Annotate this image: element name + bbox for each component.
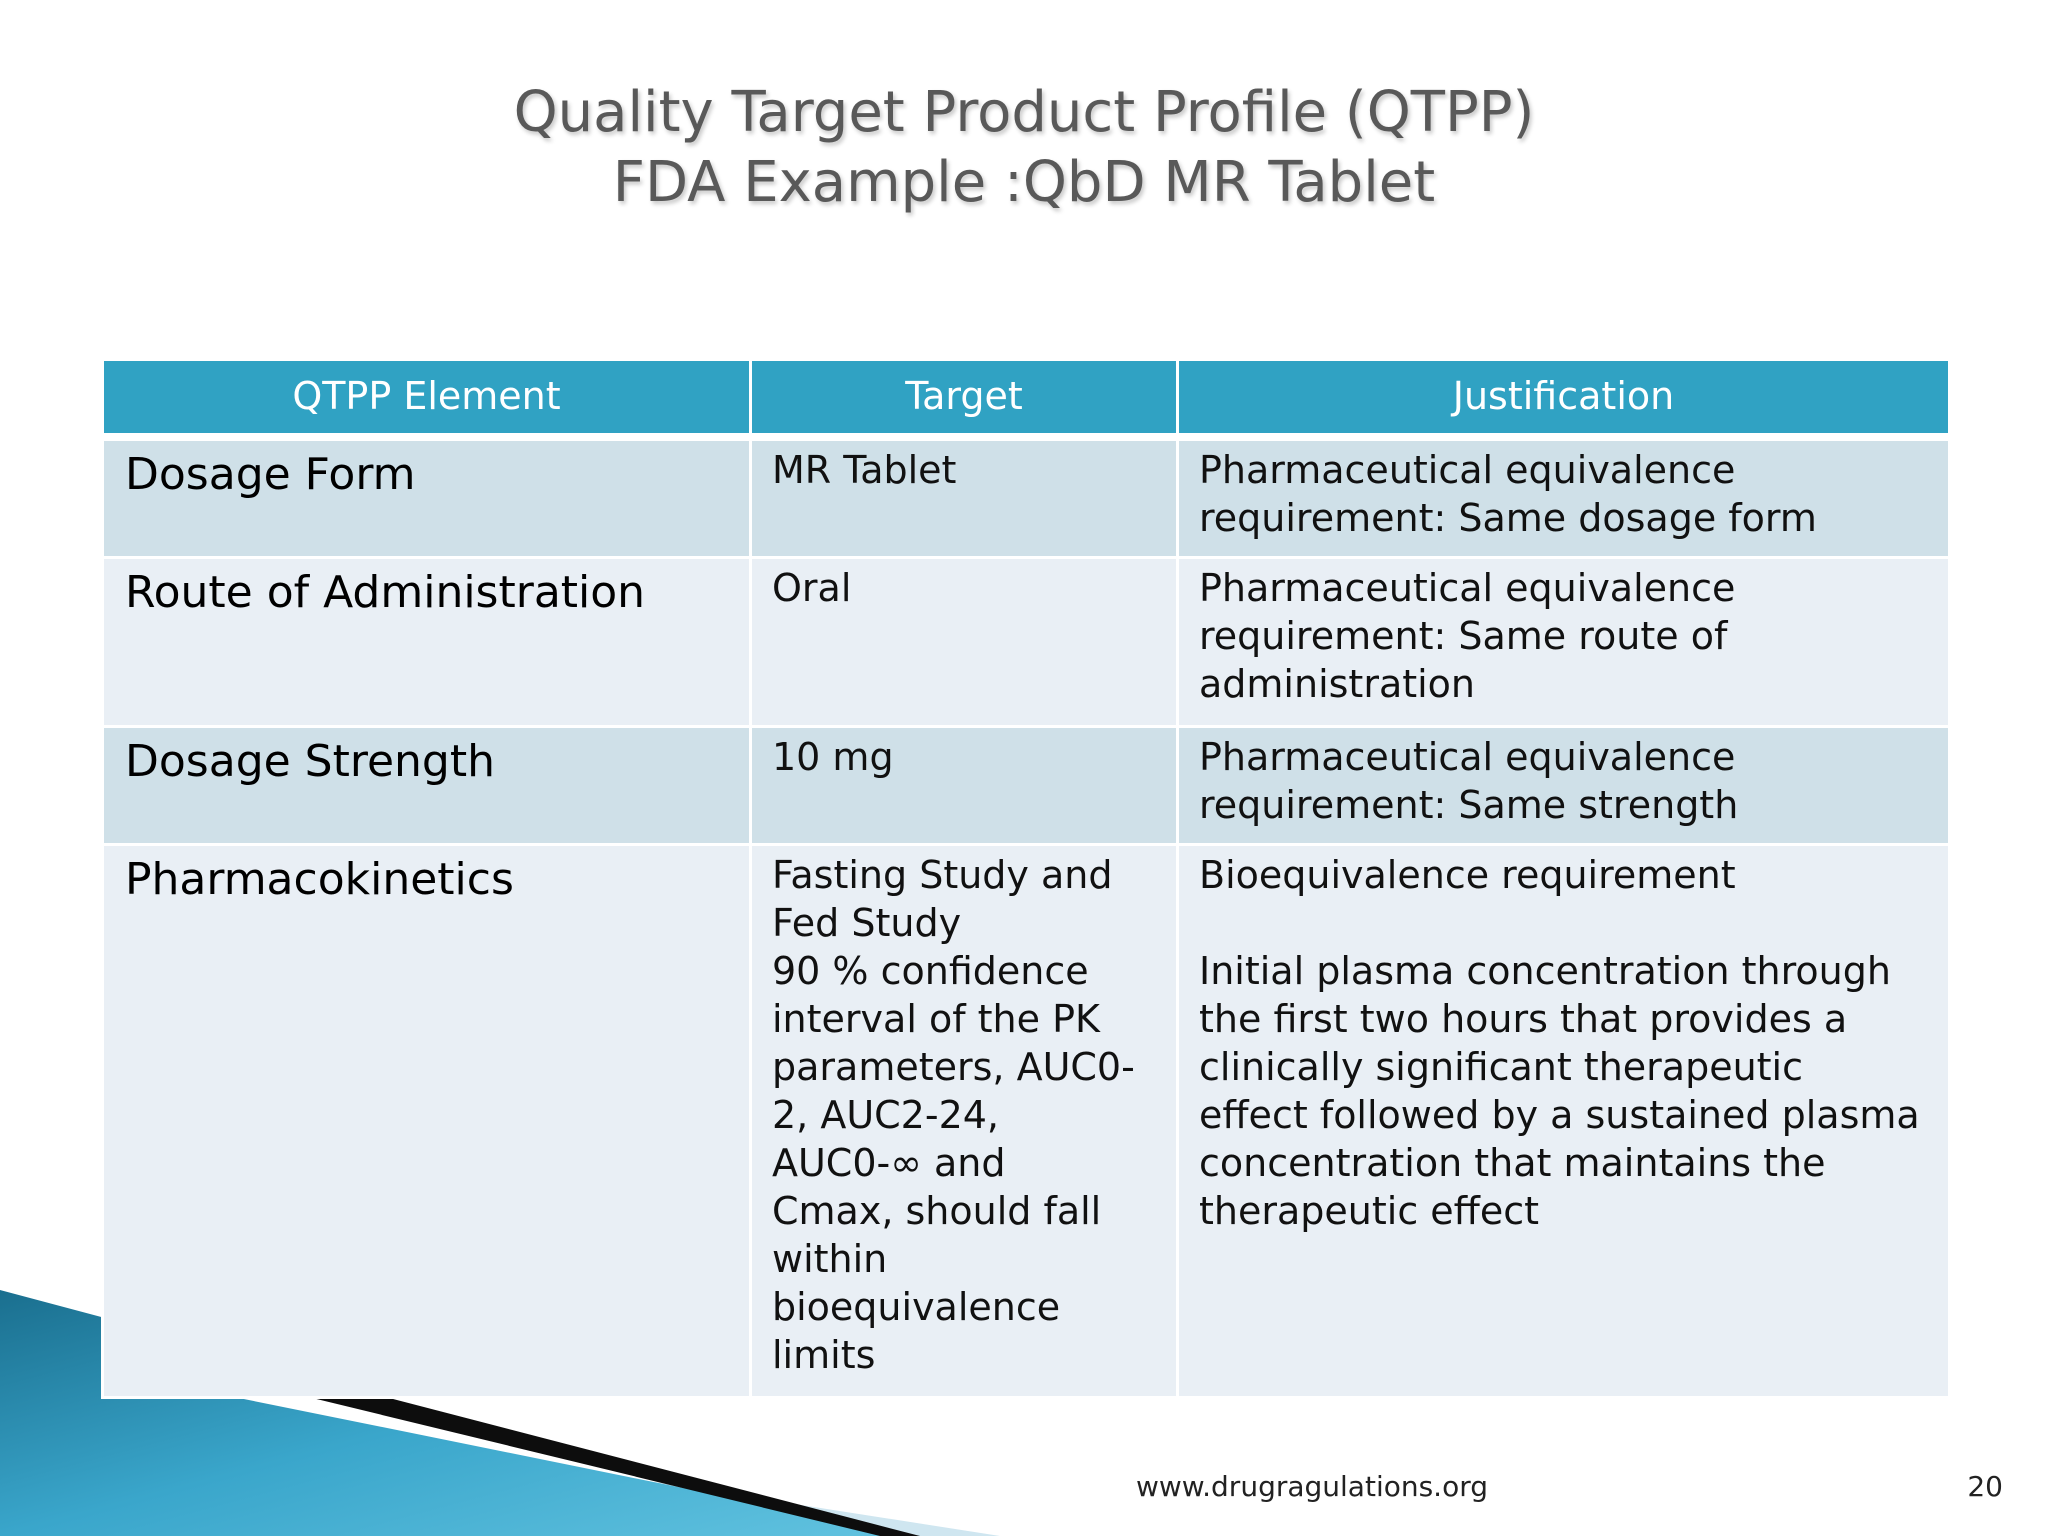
decor-black-stripe [300,1380,920,1536]
cell-element: Dosage Form [101,435,752,559]
qtpp-table: QTPP Element Target Justification Dosage… [101,358,1951,1399]
title-line-2: FDA Example :QbD MR Tablet [612,150,1436,215]
cell-element: Pharmacokinetics [101,843,752,1399]
footer-url: www.drugragulations.org [1136,1470,1489,1503]
table-row: Dosage Form MR Tablet Pharmaceutical equ… [101,435,1951,559]
table-row: Route of Administration Oral Pharmaceuti… [101,556,1951,728]
title-line-1: Quality Target Product Profile (QTPP) [513,80,1535,145]
cell-justification: Bioequivalence requirement Initial plasm… [1176,843,1951,1399]
page-number: 20 [1967,1470,2003,1503]
cell-target: Oral [749,556,1179,728]
table-row: Dosage Strength 10 mg Pharmaceutical equ… [101,725,1951,846]
cell-element: Dosage Strength [101,725,752,846]
table-header-row: QTPP Element Target Justification [101,358,1951,441]
cell-target: 10 mg [749,725,1179,846]
header-qtpp-element: QTPP Element [101,358,752,441]
cell-justification: Pharmaceutical equivalence requirement: … [1176,556,1951,728]
cell-element: Route of Administration [101,556,752,728]
cell-justification: Pharmaceutical equivalence requirement: … [1176,725,1951,846]
decor-light-band [0,1380,1000,1536]
cell-target: MR Tablet [749,435,1179,559]
table-row: Pharmacokinetics Fasting Study and Fed S… [101,843,1951,1399]
cell-justification: Pharmaceutical equivalence requirement: … [1176,435,1951,559]
slide-title: Quality Target Product Profile (QTPP) FD… [0,78,2048,218]
header-target: Target [749,358,1179,441]
cell-target: Fasting Study and Fed Study 90 % confide… [749,843,1179,1399]
header-justification: Justification [1176,358,1951,441]
